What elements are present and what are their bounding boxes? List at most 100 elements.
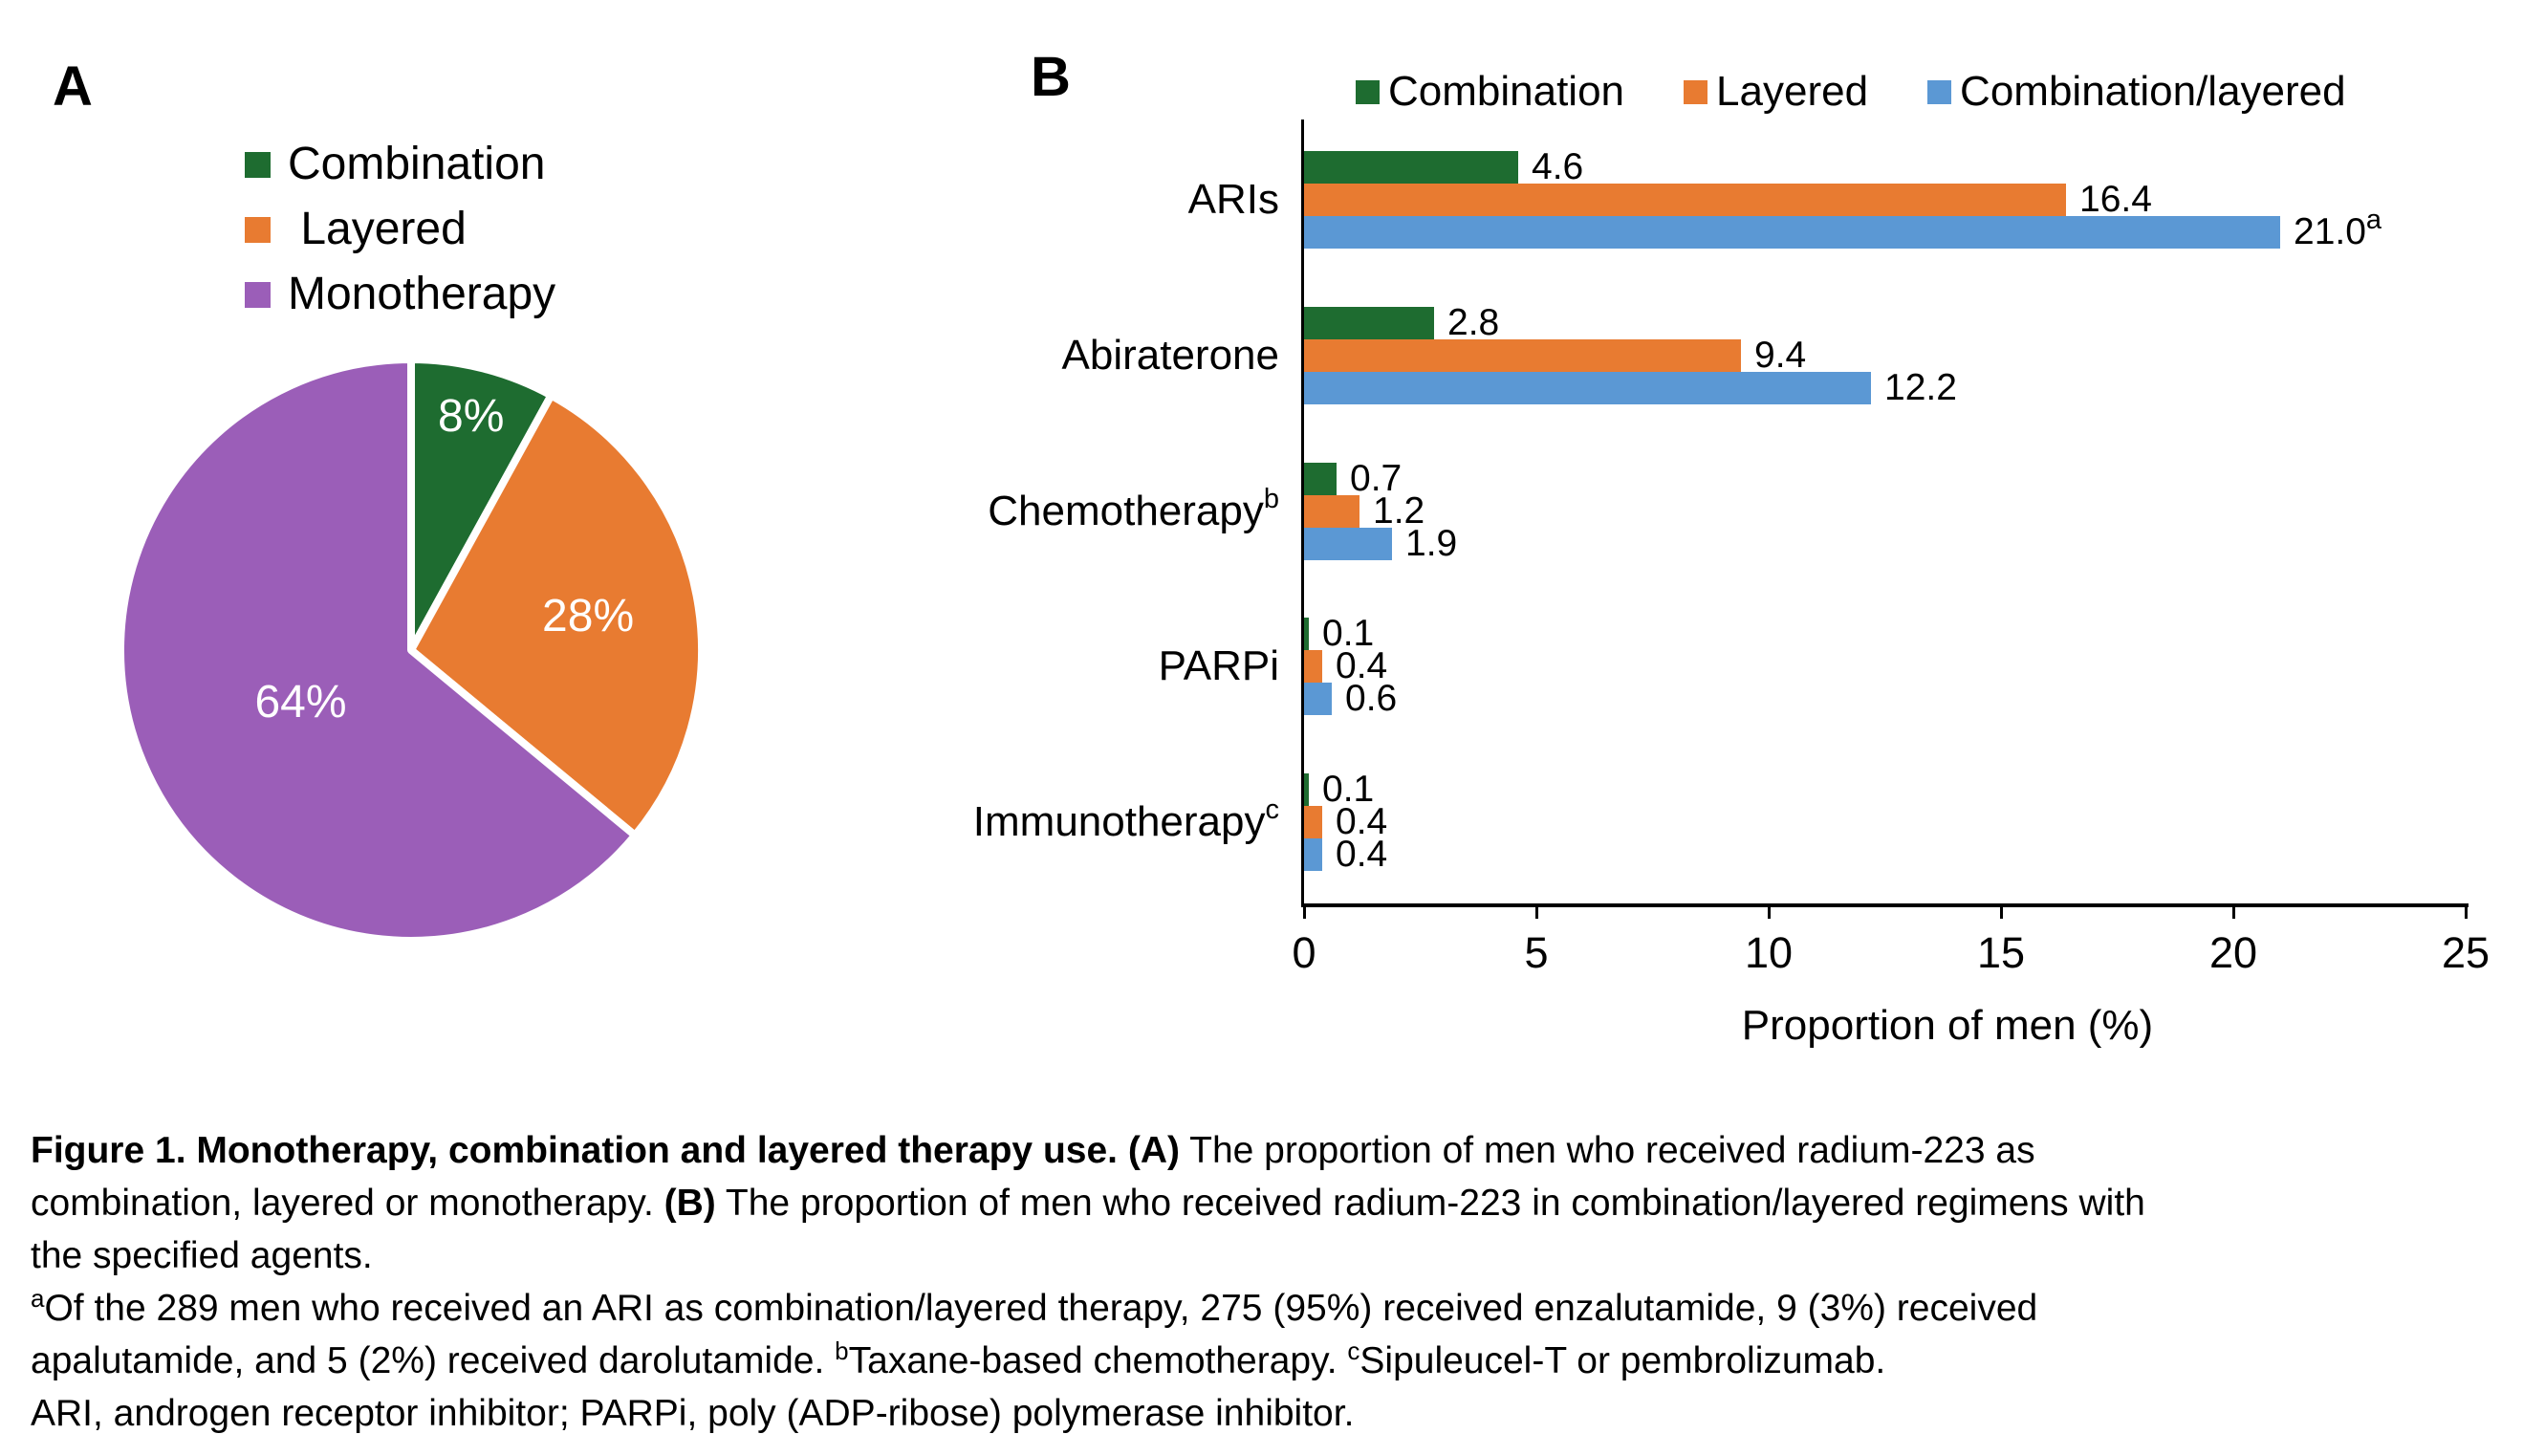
legend-label: Combination [288,139,546,189]
bar-legend: Combination Layered Combination/layered [1356,71,2346,113]
bar-legend-item: Combination [1356,71,1624,113]
bar-group: 2.8 9.4 12.2 [1304,302,2469,408]
pie-chart: 8% 28% 64% [116,356,706,945]
x-tick [1302,905,1306,919]
caption-bold-text: (B) [663,1183,716,1224]
bar-value-label: 4.6 [1532,146,1584,187]
bar-group: 0.1 0.4 0.4 [1304,771,2469,875]
caption-paragraph: aOf the 289 men who received an ARI as c… [31,1282,2509,1387]
caption-text: the specified agents. [31,1235,373,1276]
category-label: PARPi [1158,642,1279,689]
caption-text: ARI, androgen receptor inhibitor; PARPi,… [31,1393,1355,1434]
caption-text: Sipuleucel-T or pembrolizumab. [1359,1340,1886,1381]
x-tick-label: 10 [1744,928,1794,977]
bar-plot: 4.6 16.4 21.0a 2.8 9.4 12.2 0.7 1.2 1.9 0.1 0.4 0.6… [1301,120,2469,907]
pie-legend-item: Monotherapy [245,270,555,319]
footnote-marker: b [835,1336,849,1365]
bar-value-label: 12.2 [1884,367,1957,408]
x-axis-title: Proportion of men (%) [1741,1002,2154,1049]
bar [1304,372,1871,404]
bar [1304,618,1309,650]
pie-legend-item: Combination [245,140,555,189]
legend-label: Monotherapy [288,269,556,319]
pie-slice-label: 64% [254,677,346,728]
bar-legend-item: Layered [1684,71,1868,113]
bar [1304,184,2066,216]
bar [1304,806,1322,838]
caption-paragraph: Figure 1. Monotherapy, combination and l… [31,1124,2509,1282]
bar-group: 0.1 0.4 0.6 [1304,613,2469,719]
bar-value-label: 9.4 [1754,335,1807,376]
legend-label: Combination [1388,68,1625,115]
bar-value-label: 0.4 [1336,834,1388,875]
bar-value-label: 16.4 [2079,179,2152,220]
caption-text: Of the 289 men who received an ARI as co… [44,1288,2038,1329]
pie-slice-label: 28% [542,591,634,641]
x-tick [1999,905,2003,919]
caption-text: The proportion of men who received radiu… [715,1183,2145,1224]
bar [1304,463,1337,495]
panel-b-label: B [1031,46,1071,108]
bar-value-label: 0.6 [1345,678,1398,719]
pie-slice-combination [407,356,555,654]
legend-label: Layered [1716,68,1869,115]
bar-value-label: 0.7 [1350,458,1403,499]
pie-slice-monotherapy [116,356,640,945]
category-label: Abiraterone [1061,332,1279,379]
caption-bold-text: Figure 1. Monotherapy, combination and l… [31,1130,1118,1171]
bar [1304,495,1359,528]
legend-swatch [1684,79,1708,104]
bar [1304,339,1741,372]
x-tick [1767,905,1771,919]
caption-text: Taxane-based chemotherapy. [848,1340,1348,1381]
caption-paragraph: ARI, androgen receptor inhibitor; PARPi,… [31,1387,2509,1440]
caption-text: combination, layered or monotherapy. [31,1183,664,1224]
footnote-marker: a [31,1284,45,1313]
x-tick-label: 5 [1524,928,1549,977]
pie-legend: Combination Layered Monotherapy [245,140,555,319]
category-superscript: c [1265,794,1280,826]
bar-value-label: 2.8 [1447,302,1500,343]
bar-value-label: 0.4 [1336,645,1388,686]
pie-legend-item: Layered [245,205,555,254]
bar-group: 0.7 1.2 1.9 [1304,458,2469,564]
pie-slice-label: 8% [438,391,504,442]
caption-text: The proportion of men who received radiu… [1179,1130,2035,1171]
bar [1304,528,1392,560]
bar-value-label: 0.1 [1322,613,1375,654]
x-tick-label: 20 [2208,928,2258,977]
caption-text: apalutamide, and 5 (2%) received darolut… [31,1340,836,1381]
x-tick-label: 25 [2441,928,2490,977]
bar-group: 4.6 16.4 21.0a [1304,146,2469,252]
legend-swatch [245,216,271,243]
bar [1304,216,2280,249]
legend-swatch [245,281,271,308]
category-label: Chemotherapyb [988,484,1279,534]
footnote-marker: c [1347,1336,1360,1365]
bar [1304,683,1332,715]
bar-value-label: 1.9 [1405,523,1458,564]
bar [1304,773,1309,806]
bar-value-label: 1.2 [1373,490,1425,532]
x-tick [2464,905,2468,919]
legend-swatch [1927,79,1952,104]
category-label: ARIs [1187,176,1279,223]
caption-text [1118,1130,1128,1171]
bar [1304,151,1518,184]
bar-legend-item: Combination/layered [1927,71,2346,113]
bar [1304,838,1322,871]
figure-caption: Figure 1. Monotherapy, combination and l… [31,1124,2509,1440]
bar-value-label: 0.4 [1336,801,1388,842]
category-superscript: b [1263,484,1279,515]
bar-value-label: 21.0a [2294,205,2382,252]
legend-swatch [1356,79,1380,104]
category-label: Immunotherapyc [972,794,1280,845]
x-tick-label: 15 [1976,928,2026,977]
legend-swatch [245,151,271,178]
value-superscript: a [2365,205,2382,235]
legend-label: Layered [288,204,467,254]
bar [1304,307,1434,339]
legend-label: Combination/layered [1960,68,2346,115]
x-tick [1534,905,1538,919]
